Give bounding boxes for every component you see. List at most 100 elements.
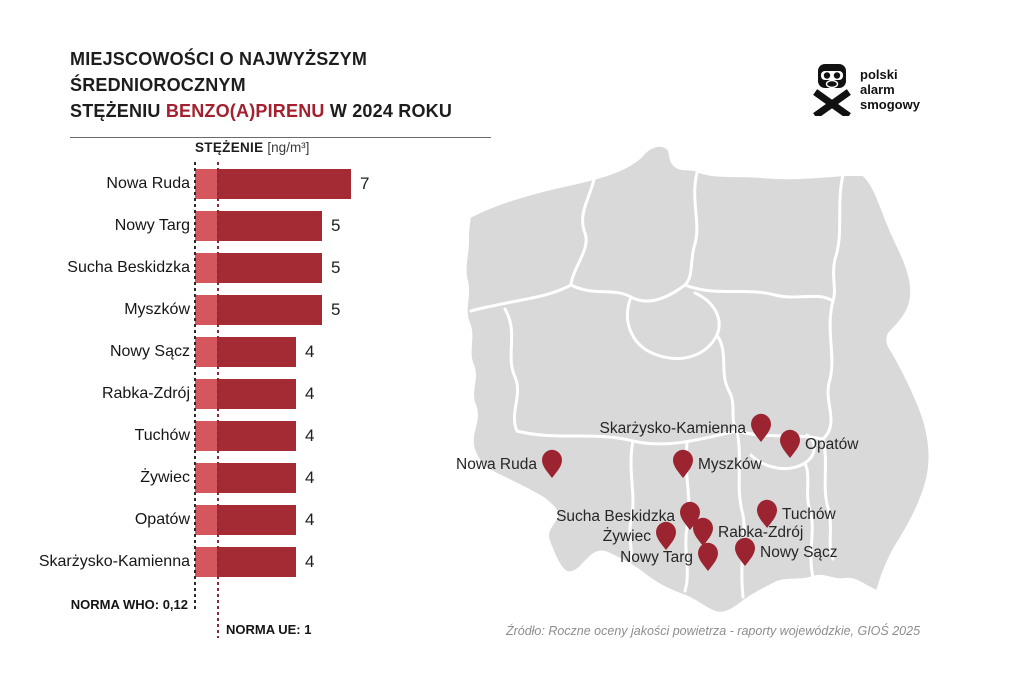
bar-value: 4 <box>305 468 315 487</box>
page-title: MIEJSCOWOŚCI O NAJWYŻSZYM ŚREDNIOROCZNYM… <box>70 46 491 124</box>
title-line1: MIEJSCOWOŚCI O NAJWYŻSZYM ŚREDNIOROCZNYM <box>70 49 368 95</box>
bar-value: 4 <box>305 552 315 571</box>
bar-label: Nowy Targ <box>114 217 190 234</box>
map-pin-label: Rabka-Zdrój <box>718 524 803 541</box>
bar <box>195 295 322 325</box>
polski-alarm-smogowy-logo: polski alarm smogowy <box>813 62 920 116</box>
bar-label: Nowy Sącz <box>109 343 190 360</box>
map-pin-label: Opatów <box>805 436 859 453</box>
bar <box>195 421 296 451</box>
bar-value: 5 <box>331 300 341 319</box>
map-pin-group: Nowy Targ <box>620 542 718 571</box>
ue-norm-line <box>217 162 219 638</box>
bar-label: Tuchów <box>134 427 190 444</box>
map-pin-group: Nowa Ruda <box>456 449 562 478</box>
map-pin-label: Sucha Beskidzka <box>556 508 675 525</box>
bar-below-ue-norm-segment <box>195 547 217 577</box>
bar-value: 4 <box>305 510 315 529</box>
bar-value: 4 <box>305 384 315 403</box>
bar-row: Sucha Beskidzka 5 <box>0 253 369 283</box>
bar-label: Opatów <box>134 511 190 528</box>
bar-below-ue-norm-segment <box>195 295 217 325</box>
bar-below-ue-norm-segment <box>195 379 217 409</box>
poland-outline <box>464 144 931 614</box>
bar-value: 4 <box>305 426 315 445</box>
map-pin-icon <box>693 517 713 546</box>
bar-value: 4 <box>305 342 315 361</box>
bar-value: 5 <box>331 258 341 277</box>
bar <box>195 253 322 283</box>
who-norm-label: NORMA WHO: 0,12 <box>70 597 188 612</box>
bar <box>195 505 296 535</box>
gas-mask-skull-crossbones-icon <box>813 64 851 116</box>
bar-label: Myszków <box>124 301 190 318</box>
logo-line2: alarm <box>860 82 895 97</box>
bar <box>195 463 296 493</box>
map-pin-label: Myszków <box>698 456 763 473</box>
logo-line3: smogowy <box>860 97 920 112</box>
map-pin-icon <box>656 521 676 550</box>
map-pins-layer: Nowa Ruda Skarżysko-Kamienna Opatów Myszków… <box>456 413 859 571</box>
bar-row: Tuchów 4 <box>0 421 369 451</box>
source-note: Źródło: Roczne oceny jakości powietrza -… <box>505 624 921 638</box>
bar-row: Rabka-Zdrój 4 <box>0 379 369 409</box>
map-pin-label: Nowa Ruda <box>456 456 537 473</box>
title-block: MIEJSCOWOŚCI O NAJWYŻSZYM ŚREDNIOROCZNYM… <box>70 46 491 138</box>
bar-label: Nowa Ruda <box>106 175 190 192</box>
map-pin-group: Tuchów <box>757 499 837 528</box>
map-pin-icon <box>751 413 771 442</box>
bar-below-ue-norm-segment <box>195 505 217 535</box>
bar-below-ue-norm-segment <box>195 253 217 283</box>
bar-row: Nowa Ruda 7 <box>0 169 369 199</box>
bar-row: Nowy Targ 5 <box>0 211 369 241</box>
bar-below-ue-norm-segment <box>195 337 217 367</box>
map-pin-icon <box>757 499 777 528</box>
bar-value: 7 <box>360 174 370 193</box>
bar-label: Sucha Beskidzka <box>67 259 190 276</box>
map-pin-group: Opatów <box>780 429 859 458</box>
chart-axis-title-text: STĘŻENIE <box>195 140 264 155</box>
title-highlight: BENZO(A)PIRENU <box>165 101 325 121</box>
bar-value: 5 <box>331 216 341 235</box>
map-pin-group: Myszków <box>673 449 763 478</box>
bar-row: Myszków 5 <box>0 295 369 325</box>
map-pin-group: Skarżysko-Kamienna <box>600 413 771 442</box>
title-line2-suffix: W 2024 ROKU <box>324 101 453 121</box>
map-pin-label: Tuchów <box>782 506 837 523</box>
map-pin-icon <box>673 449 693 478</box>
map-pin-group: Nowy Sącz <box>735 537 838 566</box>
chart-axis-title: STĘŻENIE [ng/m³] <box>195 140 309 155</box>
map-pin-group: Żywiec <box>603 521 676 550</box>
bar-below-ue-norm-segment <box>195 169 217 199</box>
bar <box>195 379 296 409</box>
map-pin-icon <box>542 449 562 478</box>
map-pin-icon <box>780 429 800 458</box>
bar-row: Opatów 4 <box>0 505 369 535</box>
bar-label: Rabka-Zdrój <box>101 385 190 402</box>
bar <box>195 211 322 241</box>
bar-label: Skarżysko-Kamienna <box>38 553 190 570</box>
map-pin-icon <box>735 537 755 566</box>
chart-axis-unit: [ng/m³] <box>267 140 310 155</box>
bar-label: Żywiec <box>140 469 190 486</box>
logo-text: polski alarm smogowy <box>860 62 920 112</box>
map-pin-label: Skarżysko-Kamienna <box>600 420 747 437</box>
bar-below-ue-norm-segment <box>195 463 217 493</box>
bar-row: Skarżysko-Kamienna 4 <box>0 547 369 577</box>
bar-row: Żywiec 4 <box>0 463 369 493</box>
map-pin-label: Żywiec <box>603 527 651 545</box>
bar-below-ue-norm-segment <box>195 211 217 241</box>
map-pin-label: Nowy Sącz <box>760 544 838 561</box>
ue-norm-label: NORMA UE: 1 <box>226 622 312 637</box>
bar-below-ue-norm-segment <box>195 421 217 451</box>
bar <box>195 337 296 367</box>
map-pin-icon <box>698 542 718 571</box>
bar-row: Nowy Sącz 4 <box>0 337 369 367</box>
title-line2-prefix: STĘŻENIU <box>70 101 166 121</box>
map-pin-group: Rabka-Zdrój <box>693 517 803 546</box>
who-norm-line <box>194 162 196 610</box>
poland-map: Nowa Ruda Skarżysko-Kamienna Opatów Myszków… <box>456 144 931 614</box>
logo-line1: polski <box>860 67 898 82</box>
voivodeship-borders <box>469 171 845 599</box>
